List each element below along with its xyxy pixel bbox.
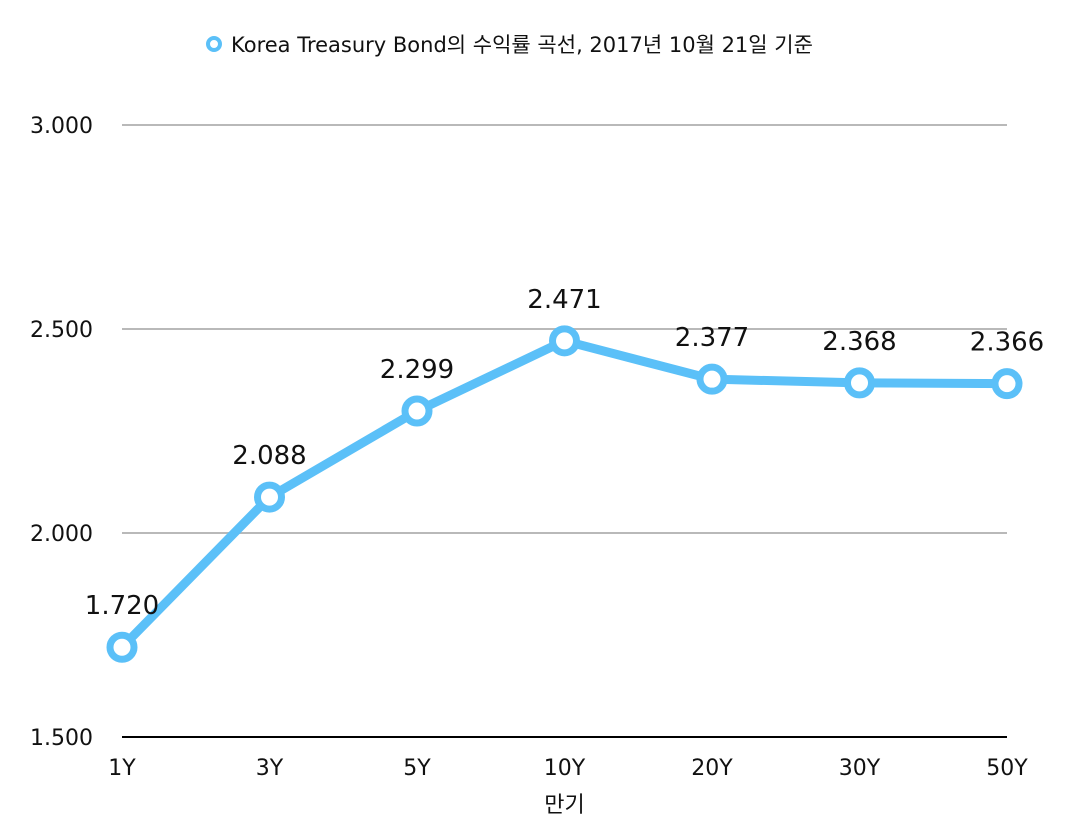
x-tick-label: 10Y bbox=[544, 756, 586, 781]
data-label: 2.088 bbox=[232, 441, 306, 471]
x-tick-label: 3Y bbox=[256, 756, 284, 781]
y-tick-label: 2.500 bbox=[30, 318, 93, 343]
data-points bbox=[106, 325, 1023, 663]
x-axis-title: 만기 bbox=[544, 793, 584, 818]
y-axis-tick-labels: 1.500 2.000 2.500 3.000 bbox=[30, 114, 93, 751]
data-point-marker bbox=[106, 631, 138, 663]
x-axis-tick-labels: 1Y 3Y 5Y 10Y 20Y 30Y 50Y bbox=[108, 756, 1028, 781]
data-label: 2.377 bbox=[675, 323, 749, 353]
legend-entry: Korea Treasury Bond의 수익률 곡선, 2017년 10월 2… bbox=[231, 33, 813, 57]
data-label: 2.368 bbox=[822, 327, 896, 357]
y-tick-label: 2.000 bbox=[30, 522, 93, 547]
legend: Korea Treasury Bond의 수익률 곡선, 2017년 10월 2… bbox=[206, 33, 813, 57]
data-point-marker bbox=[549, 325, 580, 357]
x-tick-label: 20Y bbox=[691, 756, 733, 781]
data-point-marker bbox=[696, 363, 728, 395]
x-tick-label: 5Y bbox=[403, 756, 431, 781]
x-tick-label: 30Y bbox=[839, 756, 881, 781]
data-labels: 1.720 2.088 2.299 2.471 2.377 2.368 2.366 bbox=[85, 285, 1044, 621]
x-tick-label: 1Y bbox=[108, 756, 136, 781]
legend-marker-icon bbox=[206, 36, 222, 52]
x-tick-label: 50Y bbox=[986, 756, 1028, 781]
y-tick-label: 3.000 bbox=[30, 114, 93, 139]
data-label: 1.720 bbox=[85, 591, 159, 621]
data-point-marker bbox=[254, 481, 285, 513]
data-label: 2.366 bbox=[970, 328, 1044, 358]
data-label: 2.299 bbox=[380, 355, 454, 385]
data-label: 2.471 bbox=[527, 285, 601, 315]
data-point-marker bbox=[401, 395, 433, 427]
data-point-marker bbox=[991, 368, 1023, 400]
data-point-marker bbox=[844, 367, 875, 399]
y-tick-label: 1.500 bbox=[30, 726, 93, 751]
